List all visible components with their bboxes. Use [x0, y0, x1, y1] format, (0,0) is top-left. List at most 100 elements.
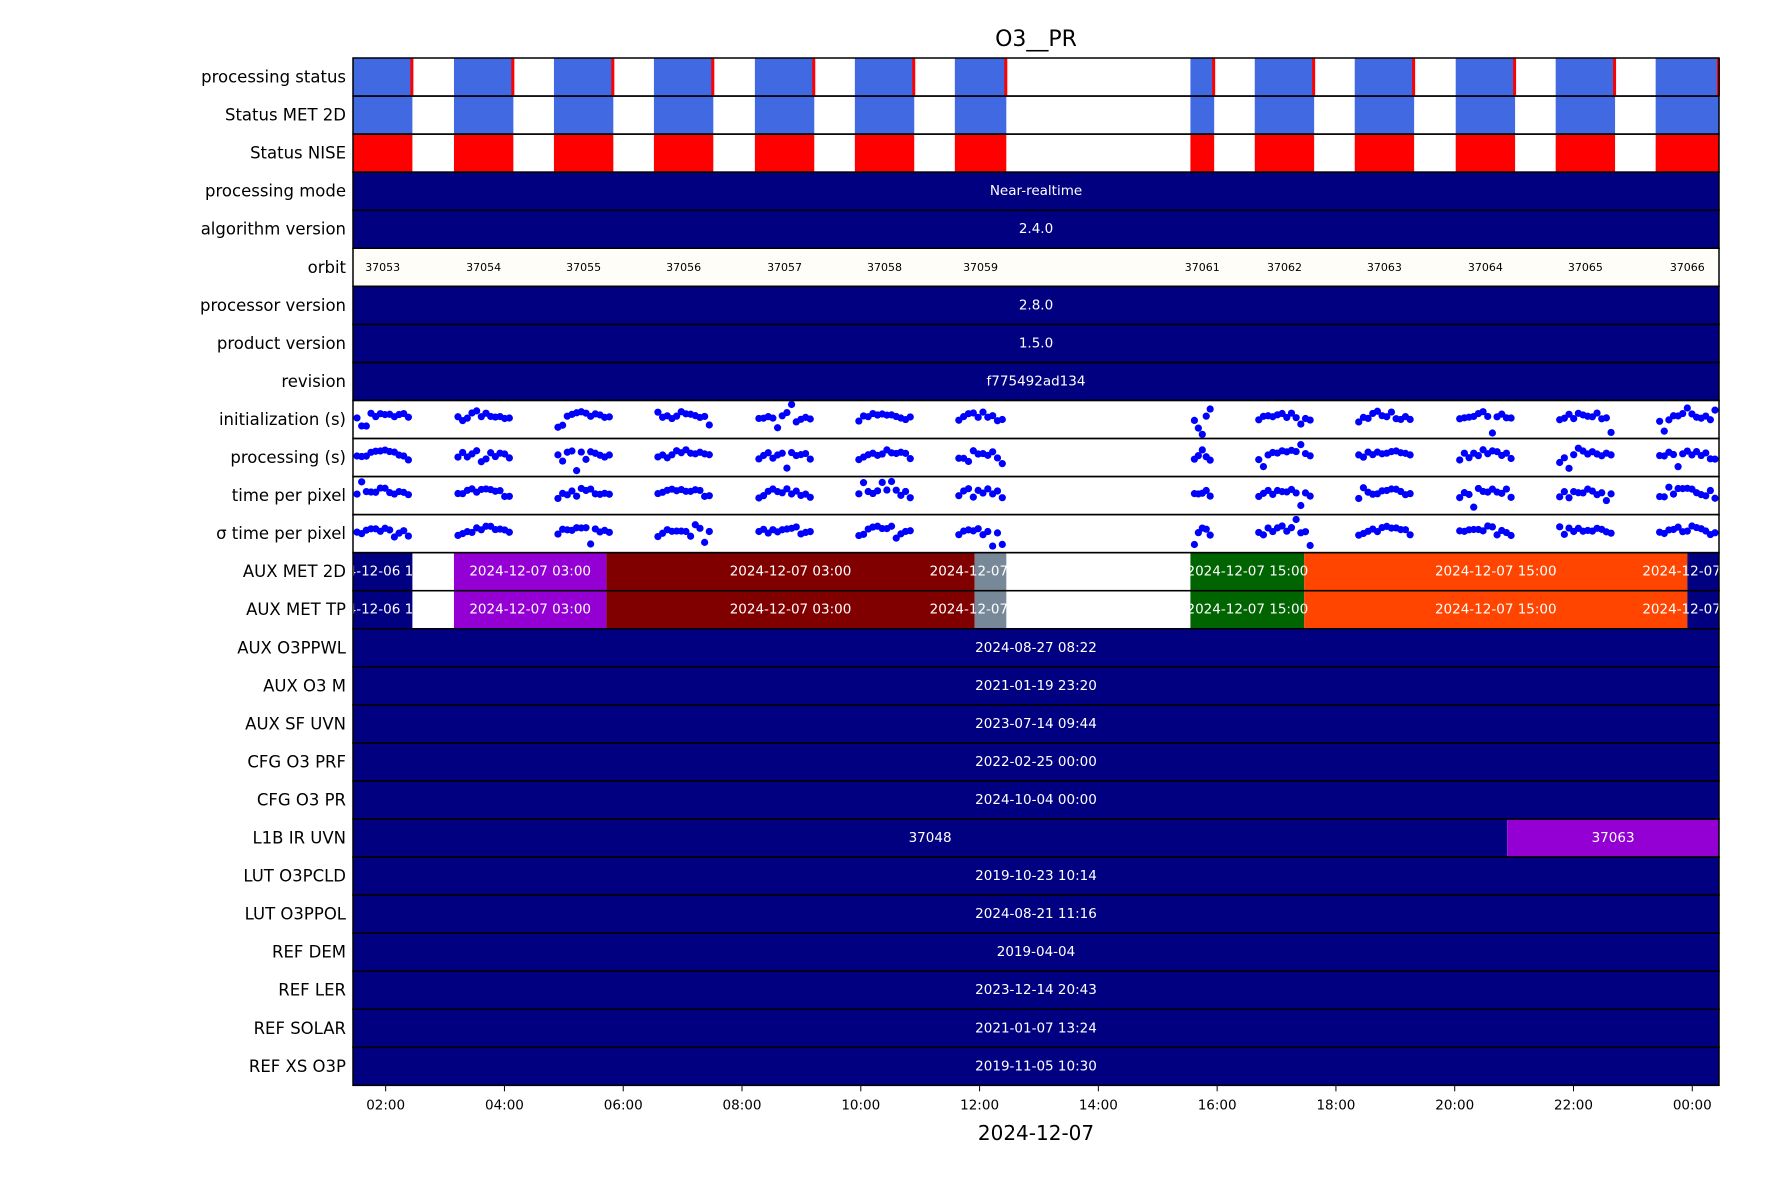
- aux-segment-label: 2024-12-07 15:00: [1187, 602, 1309, 618]
- row-label: L1B IR UVN: [252, 829, 346, 848]
- row-bar: [353, 1047, 1719, 1086]
- scatter-point: [1665, 416, 1673, 424]
- row-borders: [352, 57, 1720, 1087]
- scatter-point: [764, 449, 772, 457]
- row-label: time per pixel: [232, 486, 346, 505]
- status-marker: [1212, 58, 1216, 97]
- scatter-point: [1287, 409, 1296, 417]
- scatter-point: [892, 534, 900, 542]
- scatter-point: [998, 415, 1006, 424]
- aux-segment: [1687, 552, 1719, 591]
- status-segment: [754, 134, 815, 173]
- row-bar: [353, 742, 1719, 781]
- bar-label: 2.4.0: [1019, 221, 1053, 237]
- status-marker: [611, 58, 615, 97]
- bar-label: 2023-07-14 09:44: [975, 716, 1097, 732]
- row-label: Status MET 2D: [225, 106, 346, 125]
- status-marker: [912, 58, 916, 97]
- data-marks: [353, 58, 1720, 858]
- scatter-point: [1406, 531, 1414, 539]
- scatter-point: [1470, 503, 1478, 511]
- orbit-label: 37063: [1367, 261, 1402, 274]
- scatter-point: [1607, 529, 1615, 537]
- scatter-point: [989, 412, 997, 420]
- scatter-point: [806, 493, 814, 501]
- scatter-point: [998, 540, 1006, 549]
- scatter-point: [404, 532, 412, 540]
- row-label: LUT O3PCLD: [243, 867, 346, 886]
- row-bar: [353, 362, 1719, 401]
- status-segment: [954, 96, 1007, 135]
- aux-segment-label: 2024-12-07 03:00: [730, 564, 852, 580]
- aux-segment-label: 2024-12-07 03:00: [730, 602, 852, 618]
- row-label: REF LER: [278, 981, 346, 1000]
- status-segment: [1190, 134, 1215, 173]
- x-tick-label: 18:00: [1316, 1097, 1355, 1113]
- scatter-point: [573, 467, 581, 475]
- orbit-label: 37062: [1267, 261, 1302, 274]
- scatter-point: [984, 485, 992, 493]
- scatter-point: [568, 487, 576, 495]
- scatter-point: [696, 524, 704, 532]
- aux-segment-label: 2024-12-07 03:00: [930, 564, 1052, 580]
- status-segment: [1354, 58, 1415, 97]
- x-tick-label: 02:00: [366, 1097, 405, 1113]
- scatter-point: [353, 490, 361, 498]
- status-segment: [353, 58, 413, 97]
- scatter-point: [993, 454, 1002, 462]
- scatter-point: [404, 413, 412, 421]
- scatter-point: [855, 417, 863, 425]
- scatter-point: [577, 448, 585, 456]
- scatter-point: [855, 490, 863, 498]
- scatter-point: [993, 529, 1002, 537]
- scatter-point: [1484, 412, 1492, 421]
- scatter-point: [1456, 494, 1464, 502]
- scatter-point: [1194, 424, 1202, 432]
- scatter-point: [372, 488, 380, 496]
- scatter-point: [1406, 451, 1414, 459]
- row-border: [352, 1046, 1720, 1087]
- scatter-point: [1406, 415, 1414, 423]
- scatter-point: [1556, 523, 1564, 531]
- scatter-point: [892, 486, 900, 494]
- scatter-point: [778, 449, 786, 457]
- scatter-point: [1202, 525, 1210, 533]
- x-tick-label: 00:00: [1673, 1097, 1712, 1113]
- scatter-point: [873, 487, 882, 495]
- scatter-point: [473, 407, 481, 415]
- scatter-point: [654, 408, 662, 416]
- status-marker: [1312, 58, 1316, 97]
- scatter-point: [1479, 527, 1487, 535]
- scatter-point: [1401, 526, 1410, 534]
- x-tick-label: 22:00: [1554, 1097, 1593, 1113]
- orbit-label: 37057: [767, 261, 802, 274]
- bar-label: 1.5.0: [1019, 335, 1053, 351]
- bar-label: 2022-02-25 00:00: [975, 754, 1097, 770]
- aux-segment-label: 2024-12-07 15:00: [1435, 602, 1557, 618]
- scatter-point: [1190, 540, 1199, 549]
- scatter-point: [1364, 414, 1372, 422]
- aux-segment: [606, 552, 975, 591]
- l1b-segment: [1507, 819, 1719, 858]
- scatter-point: [362, 422, 370, 430]
- scatter-point: [1479, 408, 1487, 416]
- scatter-point: [573, 492, 581, 500]
- x-tick-label: 10:00: [841, 1097, 880, 1113]
- scatter-point: [682, 527, 690, 536]
- scatter-point: [783, 485, 791, 493]
- row-label: LUT O3PPOL: [245, 905, 347, 924]
- scatter-point: [1607, 428, 1615, 437]
- bar-label: 2024-10-04 00:00: [975, 792, 1097, 808]
- x-tick-label: 12:00: [960, 1097, 999, 1113]
- row-label: AUX MET 2D: [243, 562, 346, 581]
- orbit-label: 37053: [365, 261, 400, 274]
- scatter-point: [1460, 449, 1468, 457]
- status-segment: [653, 58, 714, 97]
- scatter-point: [496, 487, 504, 495]
- scatter-point: [1202, 412, 1210, 420]
- scatter-point: [906, 527, 914, 535]
- scatter-point: [482, 455, 490, 463]
- scatter-point: [1706, 486, 1714, 495]
- scatter-point: [353, 414, 361, 422]
- orbit-label: 37065: [1568, 261, 1603, 274]
